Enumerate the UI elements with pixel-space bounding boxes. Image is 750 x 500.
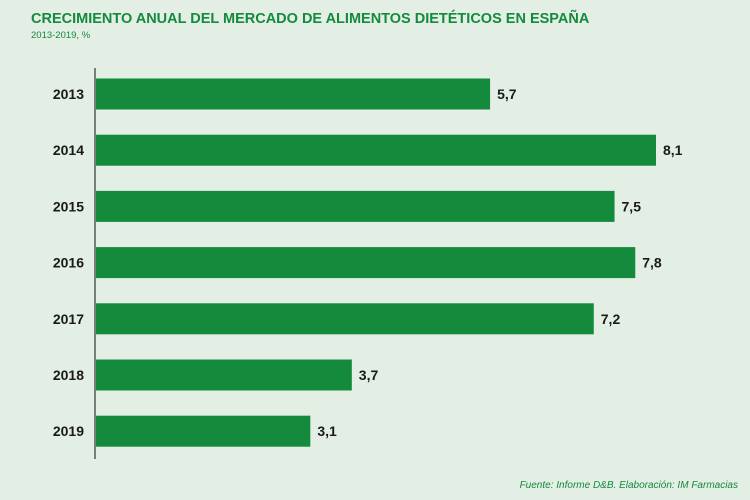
category-label: 2019: [53, 423, 84, 439]
bar: [96, 78, 491, 110]
value-label: 7,5: [622, 198, 642, 214]
bar: [96, 415, 311, 447]
category-label: 2016: [53, 255, 84, 271]
value-label: 3,1: [317, 423, 337, 439]
bar: [96, 303, 594, 335]
source-note: Fuente: Informe D&B. Elaboración: IM Far…: [519, 480, 738, 491]
value-label: 8,1: [663, 142, 683, 158]
chart-title: CRECIMIENTO ANUAL DEL MERCADO DE ALIMENT…: [31, 11, 590, 27]
category-label: 2018: [53, 367, 84, 383]
chart-subtitle: 2013-2019, %: [31, 30, 91, 41]
value-label: 7,8: [642, 255, 662, 271]
bar: [96, 190, 615, 222]
bar: [96, 134, 656, 166]
category-label: 2014: [53, 142, 84, 158]
category-label: 2013: [53, 86, 84, 102]
bar: [96, 247, 636, 279]
category-label: 2015: [53, 198, 84, 214]
value-label: 7,2: [601, 311, 621, 327]
value-label: 3,7: [359, 367, 379, 383]
value-label: 5,7: [497, 86, 517, 102]
bar: [96, 359, 352, 391]
category-label: 2017: [53, 311, 84, 327]
